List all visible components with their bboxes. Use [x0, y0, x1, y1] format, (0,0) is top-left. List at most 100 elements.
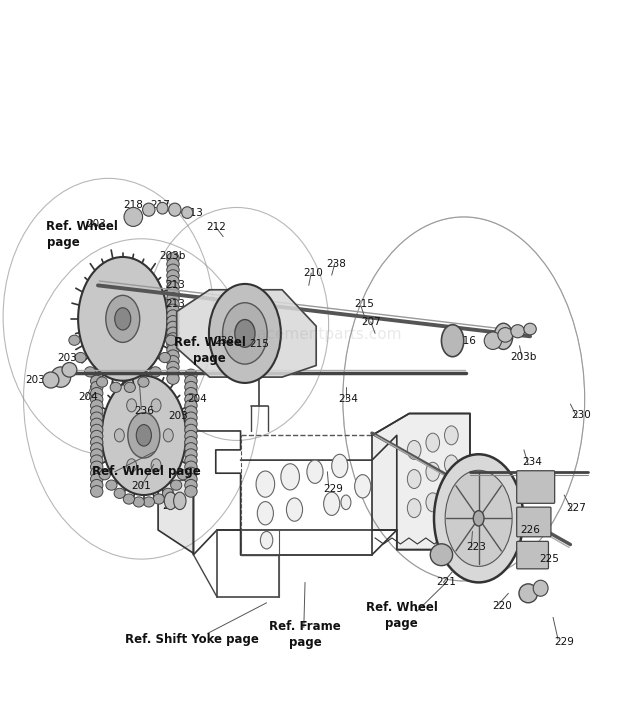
Text: 223: 223: [466, 542, 486, 553]
Ellipse shape: [185, 400, 197, 411]
Ellipse shape: [185, 448, 197, 460]
Ellipse shape: [167, 333, 179, 344]
Ellipse shape: [167, 264, 179, 276]
Ellipse shape: [91, 473, 103, 485]
Text: 212: 212: [206, 222, 226, 232]
Text: 227: 227: [567, 503, 587, 513]
Text: 234: 234: [339, 394, 358, 404]
Ellipse shape: [167, 304, 179, 316]
Ellipse shape: [494, 323, 513, 349]
Ellipse shape: [185, 430, 197, 442]
Text: 226: 226: [520, 525, 540, 535]
Text: Ref. Wheel
page: Ref. Wheel page: [46, 220, 118, 249]
Ellipse shape: [235, 320, 255, 347]
Ellipse shape: [167, 258, 179, 270]
Ellipse shape: [185, 418, 197, 430]
Ellipse shape: [128, 413, 160, 458]
Ellipse shape: [164, 492, 177, 510]
Ellipse shape: [185, 486, 197, 497]
Text: 234: 234: [522, 457, 542, 467]
Ellipse shape: [441, 325, 464, 357]
Ellipse shape: [167, 315, 179, 327]
Text: 238: 238: [215, 336, 234, 346]
Text: ereplacementparts.com: ereplacementparts.com: [218, 328, 402, 342]
Ellipse shape: [167, 327, 179, 339]
Ellipse shape: [281, 464, 299, 490]
Ellipse shape: [91, 437, 103, 448]
Ellipse shape: [91, 406, 103, 418]
Ellipse shape: [43, 372, 59, 388]
Ellipse shape: [167, 367, 179, 379]
Ellipse shape: [185, 461, 197, 472]
Ellipse shape: [157, 202, 168, 214]
Ellipse shape: [136, 424, 151, 446]
Ellipse shape: [185, 375, 197, 387]
Ellipse shape: [97, 377, 108, 387]
Ellipse shape: [51, 367, 71, 387]
Ellipse shape: [511, 325, 525, 338]
Ellipse shape: [185, 381, 197, 393]
Ellipse shape: [445, 455, 458, 474]
Ellipse shape: [106, 480, 117, 490]
Ellipse shape: [151, 399, 161, 412]
Text: 221: 221: [436, 577, 456, 587]
Ellipse shape: [138, 377, 149, 387]
Ellipse shape: [143, 496, 154, 507]
Ellipse shape: [167, 355, 179, 367]
Ellipse shape: [185, 467, 197, 479]
Ellipse shape: [445, 487, 458, 506]
Text: 213: 213: [184, 207, 203, 218]
Ellipse shape: [91, 412, 103, 424]
Text: 216: 216: [456, 336, 476, 346]
Ellipse shape: [426, 433, 440, 452]
Ellipse shape: [167, 298, 179, 310]
Ellipse shape: [91, 418, 103, 430]
Text: 201: 201: [131, 481, 151, 491]
Ellipse shape: [524, 323, 536, 335]
Ellipse shape: [102, 376, 186, 495]
Ellipse shape: [114, 488, 125, 499]
Text: Ref. Wheel
page: Ref. Wheel page: [174, 336, 246, 365]
FancyBboxPatch shape: [516, 471, 555, 503]
Ellipse shape: [123, 494, 135, 504]
Ellipse shape: [151, 459, 161, 472]
Ellipse shape: [341, 495, 351, 510]
Ellipse shape: [167, 281, 179, 293]
Ellipse shape: [91, 461, 103, 472]
Ellipse shape: [167, 361, 179, 373]
Ellipse shape: [91, 443, 103, 454]
Ellipse shape: [153, 494, 164, 504]
Ellipse shape: [498, 328, 513, 342]
Text: Ref. Wheel page: Ref. Wheel page: [92, 465, 200, 478]
Ellipse shape: [91, 400, 103, 411]
FancyBboxPatch shape: [516, 542, 549, 569]
Ellipse shape: [324, 492, 340, 515]
Ellipse shape: [445, 470, 512, 566]
Ellipse shape: [223, 303, 267, 364]
Ellipse shape: [91, 369, 103, 381]
Text: 203: 203: [57, 353, 77, 363]
Ellipse shape: [533, 580, 548, 596]
Text: 238: 238: [326, 258, 346, 269]
Text: 203: 203: [494, 333, 513, 344]
Ellipse shape: [167, 270, 179, 282]
Ellipse shape: [332, 454, 348, 478]
Ellipse shape: [407, 440, 421, 459]
Text: 225: 225: [539, 554, 559, 564]
Ellipse shape: [167, 275, 179, 287]
Text: Ref. Shift Yoke page: Ref. Shift Yoke page: [125, 633, 259, 646]
Ellipse shape: [185, 443, 197, 454]
Ellipse shape: [445, 426, 458, 445]
Ellipse shape: [257, 502, 273, 525]
Ellipse shape: [167, 253, 179, 264]
FancyBboxPatch shape: [516, 507, 551, 537]
Ellipse shape: [185, 455, 197, 467]
Ellipse shape: [133, 496, 144, 507]
Ellipse shape: [260, 531, 273, 549]
Ellipse shape: [91, 375, 103, 387]
Ellipse shape: [167, 293, 179, 304]
Ellipse shape: [407, 470, 421, 488]
Text: Ref. Wheel
page: Ref. Wheel page: [366, 601, 438, 630]
Ellipse shape: [166, 335, 177, 345]
Ellipse shape: [91, 455, 103, 467]
